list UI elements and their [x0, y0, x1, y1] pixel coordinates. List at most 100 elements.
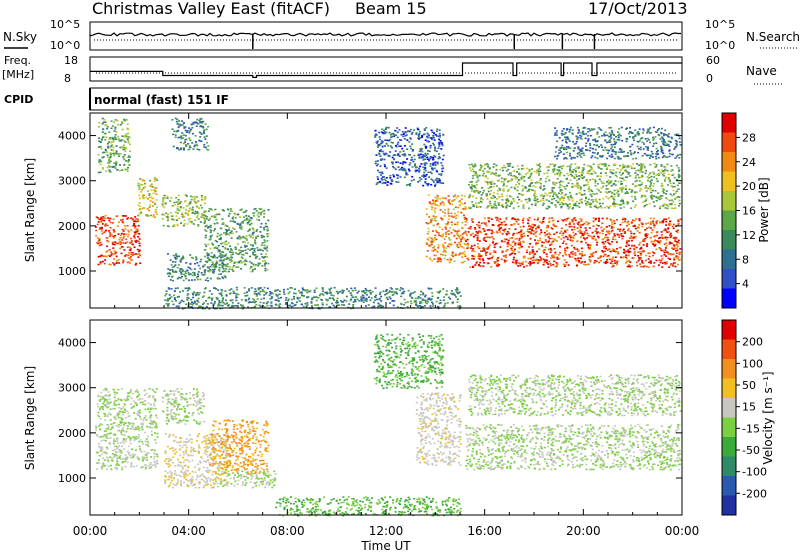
- power-cell: [122, 155, 125, 158]
- power-cell: [254, 268, 256, 270]
- power-cell: [252, 251, 255, 254]
- power-cell: [649, 187, 652, 190]
- power-cell: [594, 139, 596, 141]
- power-cell: [218, 264, 221, 266]
- power-cell: [670, 165, 673, 167]
- power-cell: [621, 163, 624, 166]
- power-cell: [646, 236, 649, 239]
- power-cell: [560, 230, 563, 232]
- power-cell: [595, 204, 597, 207]
- power-cell: [212, 243, 215, 246]
- power-cell: [185, 144, 188, 146]
- power-cell: [175, 197, 178, 199]
- power-cell: [619, 158, 622, 160]
- power-cell: [415, 133, 418, 136]
- power-cell: [195, 258, 198, 261]
- power-cell: [441, 235, 444, 238]
- power-cell: [570, 225, 573, 228]
- power-cell: [244, 259, 247, 261]
- power-cell: [561, 167, 563, 170]
- power-cell: [638, 243, 641, 246]
- power-cell: [171, 279, 174, 282]
- power-cell: [571, 228, 574, 231]
- power-cell: [663, 172, 666, 175]
- power-cell: [227, 242, 230, 244]
- power-cell: [508, 228, 511, 230]
- power-cell: [551, 220, 554, 222]
- power-cell: [263, 209, 266, 212]
- power-cell: [434, 211, 436, 214]
- power-cell: [240, 268, 242, 270]
- power-cell: [629, 130, 631, 133]
- power-cell: [178, 124, 181, 126]
- power-cell: [210, 215, 213, 218]
- power-cell: [664, 247, 667, 249]
- power-cell: [487, 236, 490, 238]
- power-cell: [529, 243, 532, 245]
- power-cell: [128, 156, 131, 158]
- power-cell: [383, 131, 386, 133]
- power-cell: [521, 185, 524, 187]
- power-cell: [103, 262, 106, 265]
- power-cell: [587, 263, 590, 266]
- power-cell: [460, 240, 463, 243]
- power-cell: [658, 247, 661, 249]
- power-cell: [648, 202, 651, 205]
- power-cell: [113, 121, 115, 123]
- power-cell: [149, 200, 152, 202]
- power-cell: [538, 168, 541, 170]
- power-cell: [556, 201, 559, 204]
- power-cell: [591, 192, 594, 195]
- power-cell: [208, 271, 211, 273]
- power-cell: [130, 241, 133, 243]
- power-cell: [665, 197, 668, 199]
- power-cell: [433, 139, 436, 141]
- power-cell: [127, 229, 130, 232]
- power-cell: [654, 239, 656, 242]
- power-cell: [249, 236, 252, 238]
- power-cell: [392, 158, 395, 160]
- power-cell: [594, 198, 597, 200]
- power-cell: [186, 213, 189, 215]
- power-cell: [555, 132, 558, 134]
- power-cell: [630, 265, 633, 267]
- power-cell: [669, 253, 672, 255]
- power-cell: [672, 189, 675, 192]
- power-cell: [625, 201, 628, 203]
- power-cell: [97, 255, 100, 258]
- power-cell: [176, 212, 179, 214]
- power-cell: [664, 129, 667, 132]
- power-cell: [165, 212, 168, 214]
- power-cell: [376, 160, 379, 162]
- power-cell: [566, 137, 569, 139]
- power-cell: [448, 243, 451, 245]
- power-cell: [111, 241, 114, 244]
- power-cell: [661, 195, 664, 197]
- power-cell: [96, 217, 99, 219]
- power-cell: [665, 220, 668, 223]
- power-cell: [315, 287, 318, 290]
- power-cell: [477, 202, 480, 204]
- power-cell: [442, 204, 445, 207]
- power-cell: [425, 242, 428, 244]
- power-cell: [677, 256, 680, 258]
- power-cell: [399, 145, 402, 147]
- power-cell: [658, 241, 661, 243]
- power-cell: [614, 164, 617, 166]
- power-cell: [207, 148, 210, 151]
- power-cell: [443, 250, 446, 252]
- power-cell: [671, 225, 674, 228]
- power-cell: [675, 142, 678, 145]
- power-cell: [616, 263, 619, 266]
- power-cell: [602, 251, 604, 253]
- power-cell: [646, 132, 649, 134]
- power-cell: [464, 230, 467, 233]
- power-cell: [456, 243, 459, 246]
- power-cell: [479, 265, 482, 267]
- power-cell: [453, 234, 456, 237]
- power-cell: [537, 259, 540, 261]
- power-cell: [229, 210, 232, 212]
- power-cell: [200, 140, 203, 142]
- power-cell: [121, 218, 124, 221]
- power-cell: [549, 247, 552, 250]
